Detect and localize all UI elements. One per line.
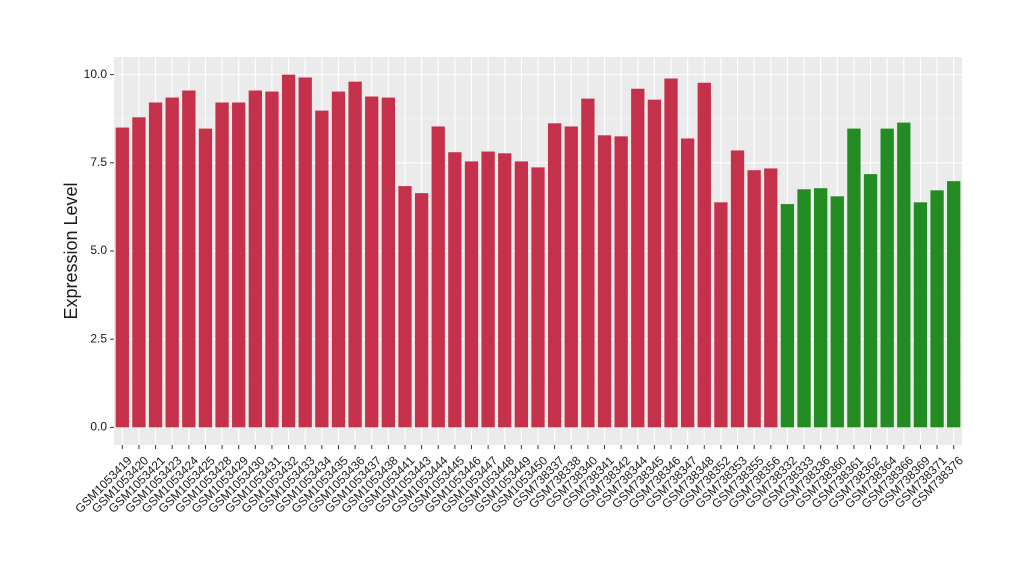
bar xyxy=(281,74,296,428)
bar xyxy=(132,117,146,428)
bar xyxy=(365,96,379,428)
bar xyxy=(847,128,861,428)
y-axis-title: Expression Level xyxy=(61,182,81,319)
bar xyxy=(215,102,229,428)
bar xyxy=(232,102,246,428)
bar xyxy=(747,170,761,428)
bar xyxy=(198,128,213,428)
bar xyxy=(913,202,928,428)
bar xyxy=(265,91,279,428)
y-tick-label: 10.0 xyxy=(84,67,108,81)
bar xyxy=(448,152,462,428)
bar xyxy=(764,168,778,428)
y-tick-label: 5.0 xyxy=(90,243,107,257)
bar xyxy=(248,90,262,428)
bar xyxy=(880,128,894,428)
bar xyxy=(647,99,662,428)
bar xyxy=(614,136,628,428)
bar xyxy=(381,97,396,428)
bar xyxy=(564,126,578,428)
bar xyxy=(631,88,645,428)
bar xyxy=(597,135,612,428)
bar xyxy=(947,181,961,428)
bar xyxy=(531,167,545,428)
bar xyxy=(897,122,911,428)
bar xyxy=(315,110,329,428)
bar xyxy=(165,97,179,428)
bar xyxy=(431,126,445,428)
bar xyxy=(714,202,728,428)
y-tick-label: 2.5 xyxy=(90,331,107,345)
bar xyxy=(498,153,512,428)
bar xyxy=(814,188,828,428)
bar xyxy=(830,196,844,428)
bar xyxy=(514,161,529,428)
bar xyxy=(464,161,479,428)
bar xyxy=(680,138,695,428)
bar xyxy=(797,189,811,428)
bar xyxy=(348,81,362,428)
bar xyxy=(182,90,196,428)
y-tick-label: 0.0 xyxy=(90,420,107,434)
bar xyxy=(863,174,878,428)
bar xyxy=(398,186,412,428)
bar xyxy=(730,150,745,428)
bar xyxy=(780,204,795,428)
bar xyxy=(481,151,495,428)
bar xyxy=(547,123,562,428)
bar xyxy=(930,190,944,428)
bar xyxy=(697,82,711,428)
bar xyxy=(581,98,595,428)
y-tick-label: 7.5 xyxy=(90,155,107,169)
bar xyxy=(664,78,678,428)
bar xyxy=(414,193,429,428)
bar xyxy=(331,91,346,428)
bar xyxy=(298,77,312,428)
bar xyxy=(115,127,129,428)
bar xyxy=(148,102,163,428)
